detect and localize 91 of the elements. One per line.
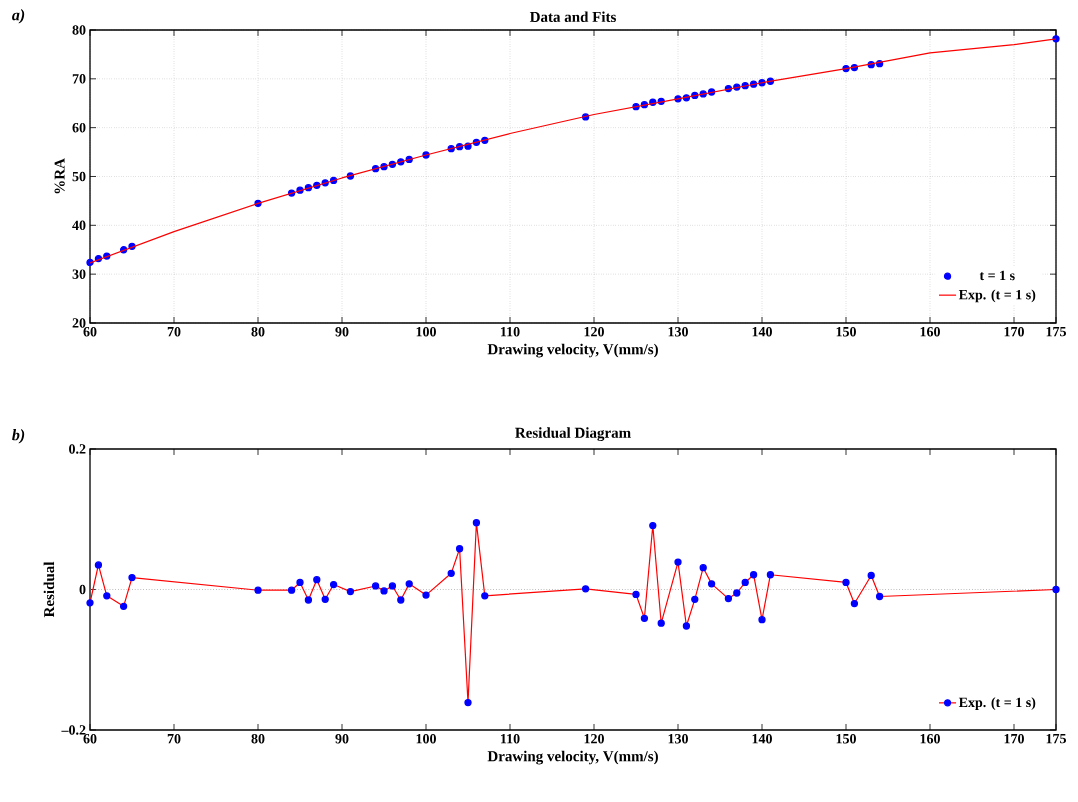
point [682,622,691,630]
y-tick-label: 20 [72,318,86,328]
y-axis-title: Residual [43,561,55,618]
legend-label: Exp. (t = 1 s) [958,697,1036,710]
point [388,582,397,590]
y-tick-label: 50 [72,171,86,182]
point [741,578,749,587]
x-tick-label: 130 [668,733,688,744]
point [313,576,321,584]
x-tick-label: 140 [752,326,772,337]
point [86,599,94,607]
point [287,586,296,594]
x-tick-label: 110 [501,733,520,744]
x-tick-label: 80 [251,326,265,337]
x-tick-label: 100 [416,733,436,744]
point [464,698,472,707]
point [128,573,136,582]
x-tick-label: 100 [416,326,436,337]
point [254,586,262,594]
point [850,599,859,608]
x-tick-label: 70 [167,733,181,744]
point [472,519,481,527]
x-tick-label: 140 [752,733,772,744]
x-tick-label: 160 [920,326,940,337]
x-axis-title: Drawing velocity, V(mm/s) [487,750,658,765]
legend-label: Exp. (t = 1 s) [958,289,1036,303]
point [632,590,640,599]
text: b) [12,429,25,444]
x-tick-label: 70 [167,326,181,337]
x-tick-label: 80 [251,733,265,744]
point [707,580,716,588]
point [405,580,413,588]
y-tick-label: 70 [72,74,86,84]
x-tick-label: 175 [1046,326,1066,337]
y-tick-label: 30 [72,269,86,279]
point [371,582,380,590]
y-tick-label: 0 [79,584,86,595]
point [422,591,430,599]
point [674,558,682,566]
point [380,587,388,595]
point [346,587,355,596]
x-tick-label: 130 [668,326,688,337]
point [749,571,758,579]
point [455,545,464,553]
point [766,571,775,579]
point [733,589,741,597]
x-tick-label: 120 [584,326,604,337]
point [649,521,657,530]
point [691,595,699,603]
point [304,596,313,604]
point [397,596,405,604]
x-tick-label: 90 [335,733,349,744]
point [724,594,733,603]
point [657,619,665,627]
point [875,592,884,601]
y-tick-label: 80 [72,25,86,35]
point [321,595,329,603]
x-tick-label: 60 [83,733,97,744]
x-tick-label: 150 [836,326,856,337]
legend-label: t = 1 s [979,270,1015,281]
y-tick-label: 0.2 [69,444,86,454]
x-tick-label: 90 [335,326,349,337]
point [581,585,590,593]
x-tick-label: 175 [1046,733,1066,744]
y-tick-label: 40 [72,220,86,231]
point [103,592,111,600]
x-axis-title: Drawing velocity, V(mm/s) [487,343,658,358]
x-tick-label: 170 [1004,326,1024,337]
point [329,580,338,589]
x-tick-label: 170 [1004,733,1024,744]
y-tick-label: 60 [72,122,86,133]
x-tick-label: 150 [836,733,856,744]
point [758,616,766,624]
point [94,561,103,569]
x-tick-label: 110 [501,326,520,337]
y-axis-title: %RA [54,158,65,194]
x-tick-label: 160 [920,733,940,744]
point [867,571,875,580]
x-tick-label: 120 [584,733,604,744]
point [481,592,489,600]
text: a) [12,9,25,24]
point [296,578,304,587]
point [699,564,707,572]
y-tick-label: –0.2 [61,725,86,735]
point [447,569,455,577]
chart-title: Residual Diagram [515,427,631,441]
chart-title: Data and Fits [529,11,616,22]
point [640,614,649,622]
point [119,602,128,610]
point [842,578,850,587]
x-tick-label: 60 [83,326,97,337]
